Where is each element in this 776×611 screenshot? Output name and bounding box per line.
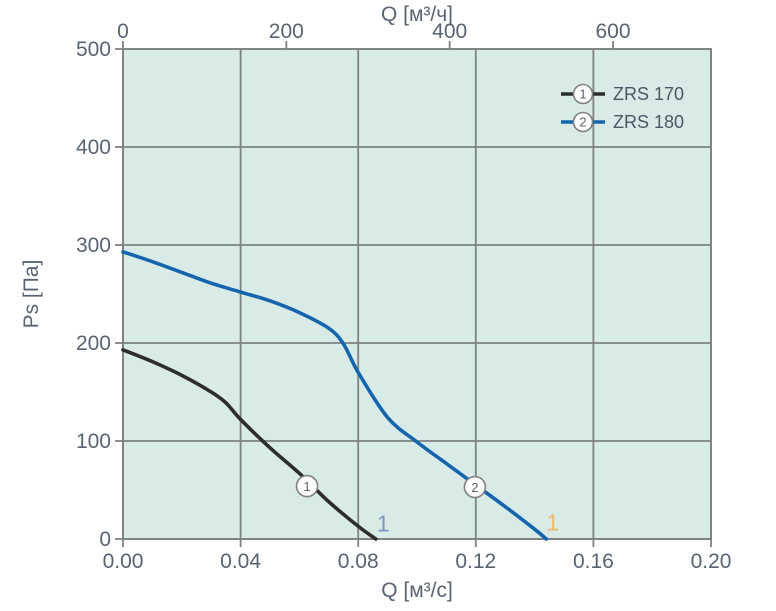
left-axis-tick-label: 500 <box>76 38 111 61</box>
bottom-axis-tick-label: 0.04 <box>220 550 261 573</box>
curve-zrs170 <box>121 348 378 541</box>
bottom-axis-tick-label: 0.08 <box>338 550 379 573</box>
bottom-axis-tick-label: 0.00 <box>103 550 144 573</box>
speed-annotation: 1 <box>377 510 390 536</box>
curve-marker-circle-1 <box>295 474 319 498</box>
axis-ticks <box>115 41 712 547</box>
top-axis-tick-label: 600 <box>595 20 630 43</box>
legend-label-zrs180: ZRS 180 <box>613 112 684 132</box>
left-axis-title: Ps [Па] <box>20 260 43 329</box>
curve-marker-digit-1: 1 <box>303 479 310 494</box>
left-axis-tick-label: 400 <box>76 136 111 159</box>
bottom-axis-tick-label: 0.12 <box>455 550 496 573</box>
plot-frame <box>122 48 712 540</box>
legend-marker-digit-2: 2 <box>579 115 586 130</box>
bottom-axis-tick-label: 0.16 <box>573 550 614 573</box>
legend: 1 ZRS 170 2 ZRS 180 <box>561 83 684 133</box>
curve-marker-digit-2: 2 <box>471 480 478 495</box>
plot-background <box>123 49 711 539</box>
bottom-axis-title: Q [м³/с] <box>381 579 453 602</box>
curve-marker-circle-2 <box>463 475 487 499</box>
legend-marker-circle-1 <box>572 83 594 105</box>
gridlines <box>122 48 712 540</box>
left-axis-tick-label: 100 <box>76 430 111 453</box>
top-axis-tick-label: 0 <box>117 20 129 43</box>
left-axis-tick-label: 0 <box>99 528 111 551</box>
bottom-axis-tick-label: 0.20 <box>691 550 732 573</box>
top-axis-tick-label: 200 <box>269 20 304 43</box>
speed-annotation: 1 <box>546 509 559 535</box>
tick-labels: 0 200 400 600 0.00 0.04 0.08 0.12 0.16 0.20 0 100 20… <box>76 20 731 573</box>
legend-marker-circle-2 <box>572 111 594 133</box>
legend-marker-digit-1: 1 <box>579 87 586 102</box>
top-axis-title: Q [м³/ч] <box>381 3 453 26</box>
top-axis-tick-label: 400 <box>432 20 467 43</box>
legend-label-zrs170: ZRS 170 <box>613 84 684 104</box>
left-axis-tick-label: 200 <box>76 332 111 355</box>
left-axis-tick-label: 300 <box>76 234 111 257</box>
legend-item-zrs180: 2 ZRS 180 <box>561 111 684 133</box>
legend-item-zrs170: 1 ZRS 170 <box>561 83 684 105</box>
